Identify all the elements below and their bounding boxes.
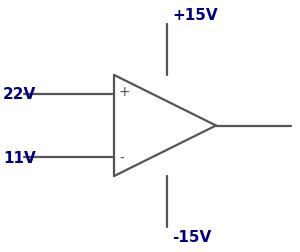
Text: +: + (118, 84, 130, 98)
Text: -15V: -15V (172, 229, 212, 244)
Text: +15V: +15V (172, 8, 218, 23)
Text: 11V: 11V (3, 150, 36, 165)
Text: -: - (119, 151, 124, 165)
Text: 22V: 22V (3, 87, 36, 102)
